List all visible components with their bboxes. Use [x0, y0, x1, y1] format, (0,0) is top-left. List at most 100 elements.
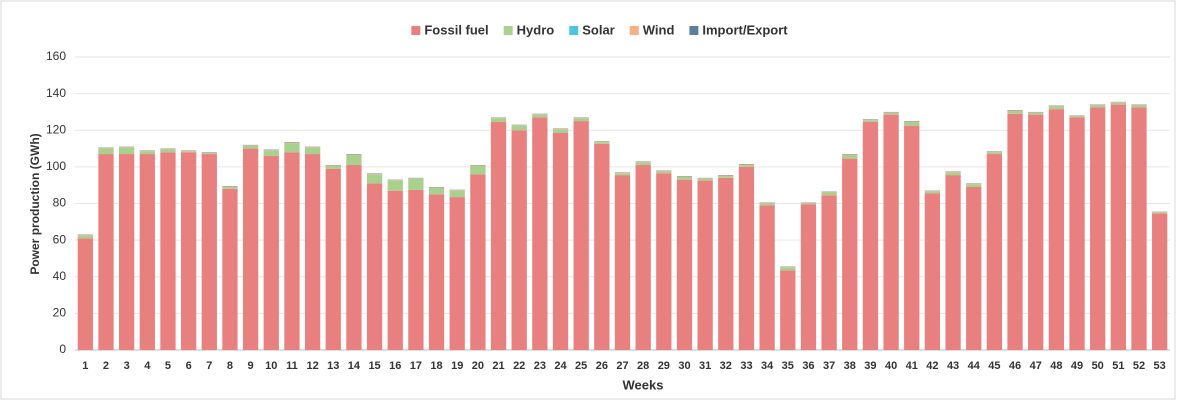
bar-segment	[532, 117, 547, 350]
bar-segment	[119, 147, 134, 148]
bar-segment	[1049, 106, 1064, 107]
bar-segment	[801, 204, 816, 205]
bar-segment	[119, 148, 134, 154]
bar-segment	[759, 204, 774, 206]
x-tick-label: 42	[926, 360, 938, 372]
bar-segment	[1007, 111, 1022, 114]
bar-segment	[821, 193, 836, 196]
bar-segment	[863, 122, 878, 350]
legend-label: Import/Export	[702, 22, 788, 37]
bar-segment	[739, 164, 754, 165]
legend-marker	[630, 26, 639, 35]
bar-segment	[264, 156, 279, 350]
bar-segment	[305, 147, 320, 148]
bar-segment	[615, 175, 630, 350]
y-tick-label: 140	[46, 86, 66, 100]
bar-segment	[305, 154, 320, 350]
bar-segment	[491, 122, 506, 350]
x-tick-label: 41	[906, 360, 918, 372]
legend-marker	[411, 26, 420, 35]
bar-segment	[636, 165, 651, 350]
bar-segment	[553, 129, 568, 133]
bar-segment	[966, 187, 981, 350]
x-tick-label: 39	[864, 360, 876, 372]
x-tick-label: 16	[389, 360, 401, 372]
bar-segment	[1069, 116, 1084, 117]
bar-segment	[450, 197, 465, 350]
bar-segment	[1131, 107, 1146, 350]
bar-segment	[181, 152, 196, 350]
bar-segment	[821, 195, 836, 350]
bar-segment	[842, 159, 857, 350]
bar-segment	[863, 120, 878, 121]
legend-label: Fossil fuel	[424, 22, 488, 37]
x-tick-label: 15	[368, 360, 380, 372]
bar-segment	[1152, 212, 1167, 213]
bar-segment	[677, 176, 692, 177]
x-tick-label: 36	[802, 360, 814, 372]
x-tick-label: 44	[968, 360, 981, 372]
x-tick-label: 38	[844, 360, 856, 372]
bar-segment	[945, 175, 960, 350]
bar-segment	[1131, 106, 1146, 108]
y-tick-label: 0	[59, 342, 66, 356]
x-tick-label: 13	[327, 360, 339, 372]
x-tick-label: 47	[1030, 360, 1042, 372]
bar-segment	[945, 172, 960, 175]
x-tick-label: 4	[144, 360, 151, 372]
bar-segment	[594, 142, 609, 143]
x-tick-label: 35	[782, 360, 794, 372]
bar-segment	[346, 165, 361, 350]
x-tick-label: 8	[227, 360, 233, 372]
bar-segment	[636, 162, 651, 163]
x-tick-label: 3	[124, 360, 130, 372]
bar-segment	[78, 235, 93, 236]
bar-segment	[883, 115, 898, 350]
bar-segment	[222, 189, 237, 350]
bar-segment	[677, 177, 692, 180]
bar-segment	[284, 143, 299, 144]
x-tick-label: 14	[348, 360, 361, 372]
x-axis-title: Weeks	[623, 377, 664, 392]
x-tick-label: 17	[410, 360, 422, 372]
bar-segment	[1152, 214, 1167, 350]
bar-segment	[697, 181, 712, 350]
bar-segment	[429, 188, 444, 194]
bar-segment	[574, 121, 589, 350]
bar-segment	[160, 152, 175, 350]
bar-segment	[1111, 105, 1126, 350]
bar-segment	[677, 180, 692, 350]
x-tick-label: 50	[1092, 360, 1104, 372]
bar-segment	[140, 151, 155, 154]
legend-marker	[504, 26, 513, 35]
bar-segment	[326, 169, 341, 350]
bar-segment	[119, 154, 134, 350]
bar-segment	[697, 178, 712, 179]
bar-segment	[450, 190, 465, 191]
bar-segment	[945, 172, 960, 173]
bar-segment	[883, 112, 898, 113]
bar-segment	[780, 268, 795, 271]
bar-segment	[284, 143, 299, 152]
x-tick-label: 12	[306, 360, 318, 372]
bar-segment	[1049, 109, 1064, 350]
bar-segment	[780, 267, 795, 268]
bar-segment	[305, 148, 320, 154]
x-tick-label: 7	[206, 360, 212, 372]
bar-segment	[388, 191, 403, 350]
bar-segment	[326, 165, 341, 166]
bar-segment	[904, 122, 919, 126]
bar-segment	[470, 166, 485, 174]
bar-segment	[759, 203, 774, 204]
x-tick-label: 10	[265, 360, 277, 372]
bar-segment	[450, 191, 465, 197]
bar-segment	[904, 126, 919, 350]
bar-segment	[243, 149, 258, 350]
bar-segment	[718, 175, 733, 176]
bar-segment	[367, 174, 382, 175]
bar-segment	[181, 151, 196, 152]
x-tick-label: 2	[103, 360, 109, 372]
bar-segment	[408, 190, 423, 350]
y-tick-label: 160	[46, 49, 66, 63]
bar-segment	[264, 150, 279, 151]
